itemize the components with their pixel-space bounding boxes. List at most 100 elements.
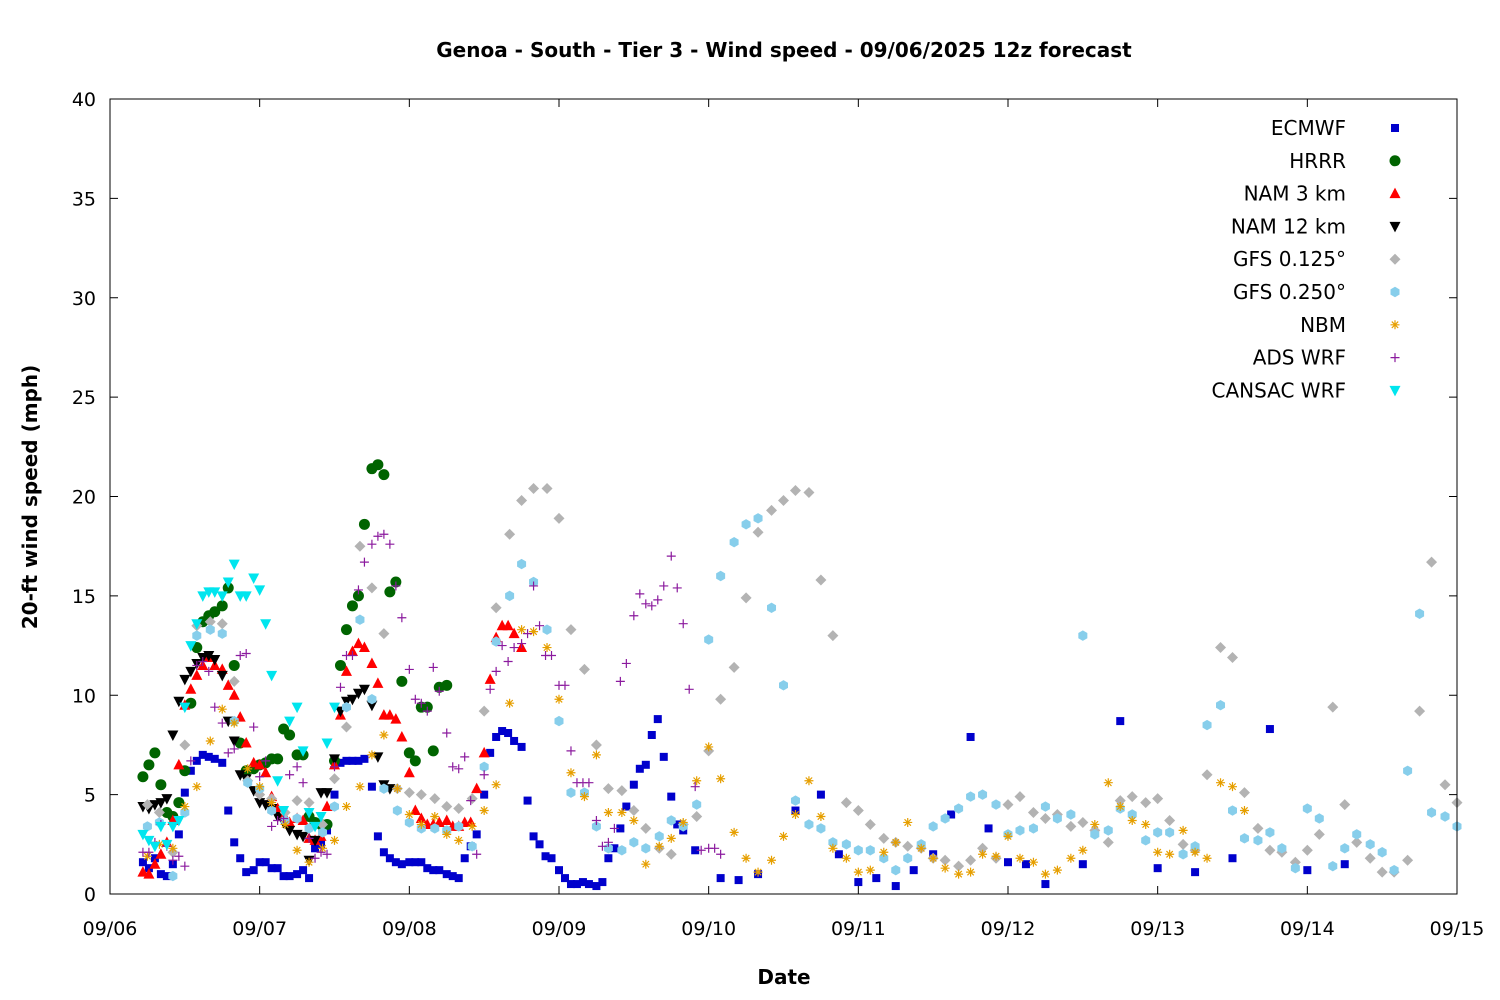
data-point [330,801,339,812]
data-point [505,698,515,708]
data-point [1216,699,1226,711]
data-point [266,670,278,682]
data-point [235,651,245,660]
data-point [435,866,444,875]
data-point [1202,853,1212,863]
data-point [492,732,501,741]
data-point [260,766,272,778]
data-point [966,867,976,877]
data-point [255,772,265,782]
legend-marker [1390,286,1400,298]
data-point [991,851,1001,861]
data-point [641,859,651,869]
data-point [379,848,388,857]
data-point [1439,779,1451,791]
data-point [284,716,296,728]
data-point [1090,819,1100,829]
data-point [1365,839,1375,850]
data-point [635,589,645,599]
data-point [528,483,540,495]
data-point [297,814,309,825]
data-point [560,874,569,883]
data-point [192,660,202,670]
data-point [405,858,414,867]
data-point [629,837,639,848]
data-point [1351,836,1363,848]
data-point [902,840,914,852]
legend-entry-label: ADS WRF [1253,346,1346,370]
data-point [204,616,216,628]
data-point [279,872,288,881]
data-point [322,849,332,859]
data-point [243,764,253,774]
legend-entry-label: CANSAC WRF [1211,378,1346,402]
data-point [503,656,513,666]
data-point [273,864,282,873]
data-point [229,744,239,754]
data-point [372,677,384,688]
data-point [954,869,964,879]
data-point [991,799,1001,810]
data-point [740,592,752,604]
data-point [1313,828,1325,840]
data-point [692,799,702,810]
data-point [192,782,202,792]
data-point [379,529,389,539]
data-point [578,663,590,675]
data-point [366,582,378,594]
data-point [417,858,426,867]
data-point [640,822,652,834]
data-point [373,531,383,541]
data-point [396,730,408,742]
data-point [142,851,152,861]
data-point [173,758,185,770]
legend-marker [1389,221,1401,233]
legend-entry-label: NBM [1300,313,1346,337]
data-point [535,840,544,849]
data-point [541,483,553,495]
data-point [292,845,302,855]
data-point [179,739,191,751]
data-point [441,801,453,813]
data-point [1015,825,1025,836]
data-point [278,806,290,817]
data-point [653,715,662,724]
data-point [566,746,576,756]
data-point [617,808,627,818]
data-point [168,870,178,882]
data-point [385,539,395,549]
data-point [579,792,589,802]
data-point [254,758,266,770]
x-tick-label: 09/08 [382,918,437,940]
data-point [766,504,778,516]
data-point [523,629,533,639]
data-point [292,813,302,824]
data-point [467,841,477,852]
data-point [928,821,938,832]
data-point [1078,860,1087,869]
legend-marker [1391,124,1399,132]
data-point [978,789,988,800]
data-point [1003,831,1013,841]
data-point [149,858,161,869]
data-point [1290,862,1300,874]
data-point [409,755,421,767]
x-tick-label: 09/06 [83,918,138,940]
data-point [966,732,975,741]
data-point [954,803,964,814]
axis-ticks: 0 5 10 15 20 25 30 35 40 09/06 09/07 09/08 09/09 09/1… [72,89,1485,940]
data-point [659,752,668,761]
data-point [205,736,215,746]
data-point [174,830,183,839]
data-point [610,844,619,853]
data-point [753,867,763,877]
data-point [142,821,152,832]
data-point [1253,835,1263,846]
data-point [673,820,682,829]
data-point [174,851,184,861]
data-point [491,666,501,676]
data-point [186,756,196,766]
data-point [841,839,851,850]
data-point [1202,719,1212,731]
